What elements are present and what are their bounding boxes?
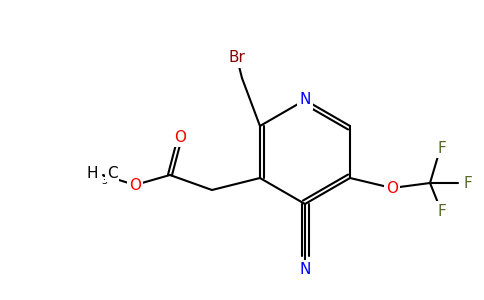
Text: O: O [174, 130, 186, 145]
Text: C: C [107, 166, 118, 181]
Text: O: O [386, 181, 398, 196]
Text: F: F [438, 203, 446, 218]
Text: F: F [464, 176, 472, 190]
Text: 3: 3 [101, 176, 107, 186]
Text: F: F [438, 140, 446, 155]
Text: O: O [129, 178, 141, 193]
Text: N: N [299, 92, 311, 107]
Text: H: H [87, 166, 98, 181]
Text: N: N [299, 262, 311, 278]
Text: Br: Br [228, 50, 245, 65]
